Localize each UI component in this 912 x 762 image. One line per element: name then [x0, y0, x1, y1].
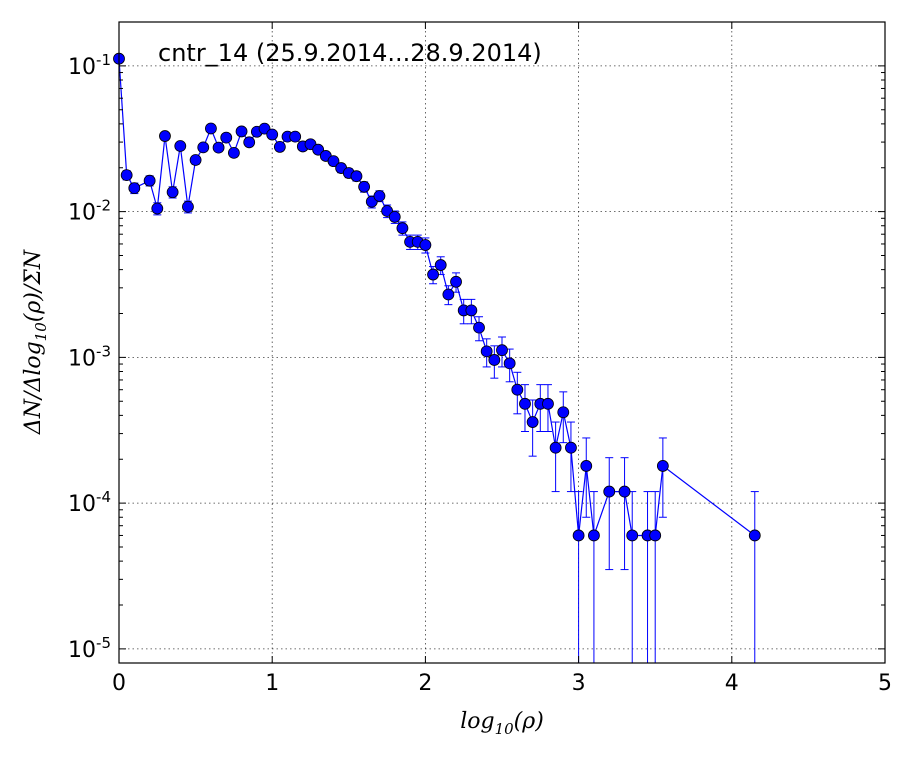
- data-point: [128, 182, 141, 195]
- data-point: [350, 170, 363, 183]
- y-tick-label: 10-5: [68, 634, 111, 663]
- data-point: [519, 397, 531, 410]
- data-point: [503, 357, 516, 370]
- data-point: [143, 174, 156, 187]
- data-point: [450, 275, 462, 288]
- data-point: [182, 200, 194, 213]
- data-point: [312, 143, 325, 156]
- data-point: [266, 128, 279, 141]
- y-tick-label: 10-3: [68, 342, 111, 371]
- data-point: [465, 304, 478, 317]
- data-point: [603, 485, 616, 498]
- data-point: [235, 125, 248, 138]
- data-point: [189, 154, 202, 166]
- data-point: [289, 130, 302, 143]
- y-tick-label: 10-1: [68, 51, 111, 80]
- data-point: [572, 529, 585, 542]
- data-point: [434, 259, 447, 271]
- data-point: [159, 130, 171, 142]
- data-point: [649, 529, 662, 542]
- data-point: [212, 141, 225, 154]
- data-point: [626, 529, 639, 542]
- data-point: [327, 155, 340, 168]
- data-point: [197, 141, 210, 154]
- data-point: [565, 441, 577, 454]
- x-tick-label: 3: [572, 671, 586, 696]
- data-point: [549, 441, 562, 454]
- data-point: [580, 460, 593, 472]
- data-point: [588, 529, 600, 542]
- data-point: [205, 122, 217, 135]
- data-point: [656, 460, 669, 472]
- data-point: [396, 222, 409, 235]
- axis-ticks: 0 1 2 3 4 5 10-1 10-2 10-3 10-4 10-5: [68, 21, 892, 696]
- plot-frame: [118, 21, 886, 664]
- data-point: [526, 416, 539, 428]
- data-point: [120, 169, 133, 182]
- data-point: [542, 397, 554, 410]
- data-point: [243, 136, 256, 149]
- data-point: [618, 485, 631, 498]
- y-tick-label: 10-2: [68, 197, 111, 226]
- data-point: [748, 529, 761, 542]
- y-axis-title: ΔN/Δlog10(ρ)/ΣN: [21, 249, 50, 435]
- x-tick-label: 5: [878, 671, 892, 696]
- data-point: [174, 140, 187, 152]
- error-bars: [115, 55, 759, 663]
- data-point: [427, 268, 439, 281]
- x-axis-title: log10(ρ): [460, 709, 544, 738]
- x-tick-label: 1: [265, 671, 279, 696]
- y-tick-label: 10-4: [68, 488, 111, 517]
- data-point: [151, 202, 164, 215]
- x-tick-label: 0: [112, 671, 126, 696]
- x-tick-label: 2: [418, 671, 432, 696]
- data-point: [473, 321, 485, 334]
- data-point: [166, 186, 179, 199]
- data-point: [480, 345, 493, 358]
- data-point: [220, 131, 233, 144]
- x-tick-label: 4: [725, 671, 739, 696]
- data-point: [557, 406, 570, 419]
- data-point: [373, 190, 386, 202]
- data-point: [358, 180, 371, 193]
- data-point: [227, 146, 240, 159]
- data-point: [488, 354, 501, 366]
- data-point: [511, 383, 524, 396]
- data-point: [273, 141, 286, 153]
- data-point: [496, 344, 508, 357]
- data-points: [113, 52, 761, 542]
- data-point: [388, 211, 401, 223]
- data-point: [419, 239, 432, 251]
- data-point: [442, 288, 455, 301]
- chart-title: cntr_14 (25.9.2014...28.9.2014): [158, 39, 542, 67]
